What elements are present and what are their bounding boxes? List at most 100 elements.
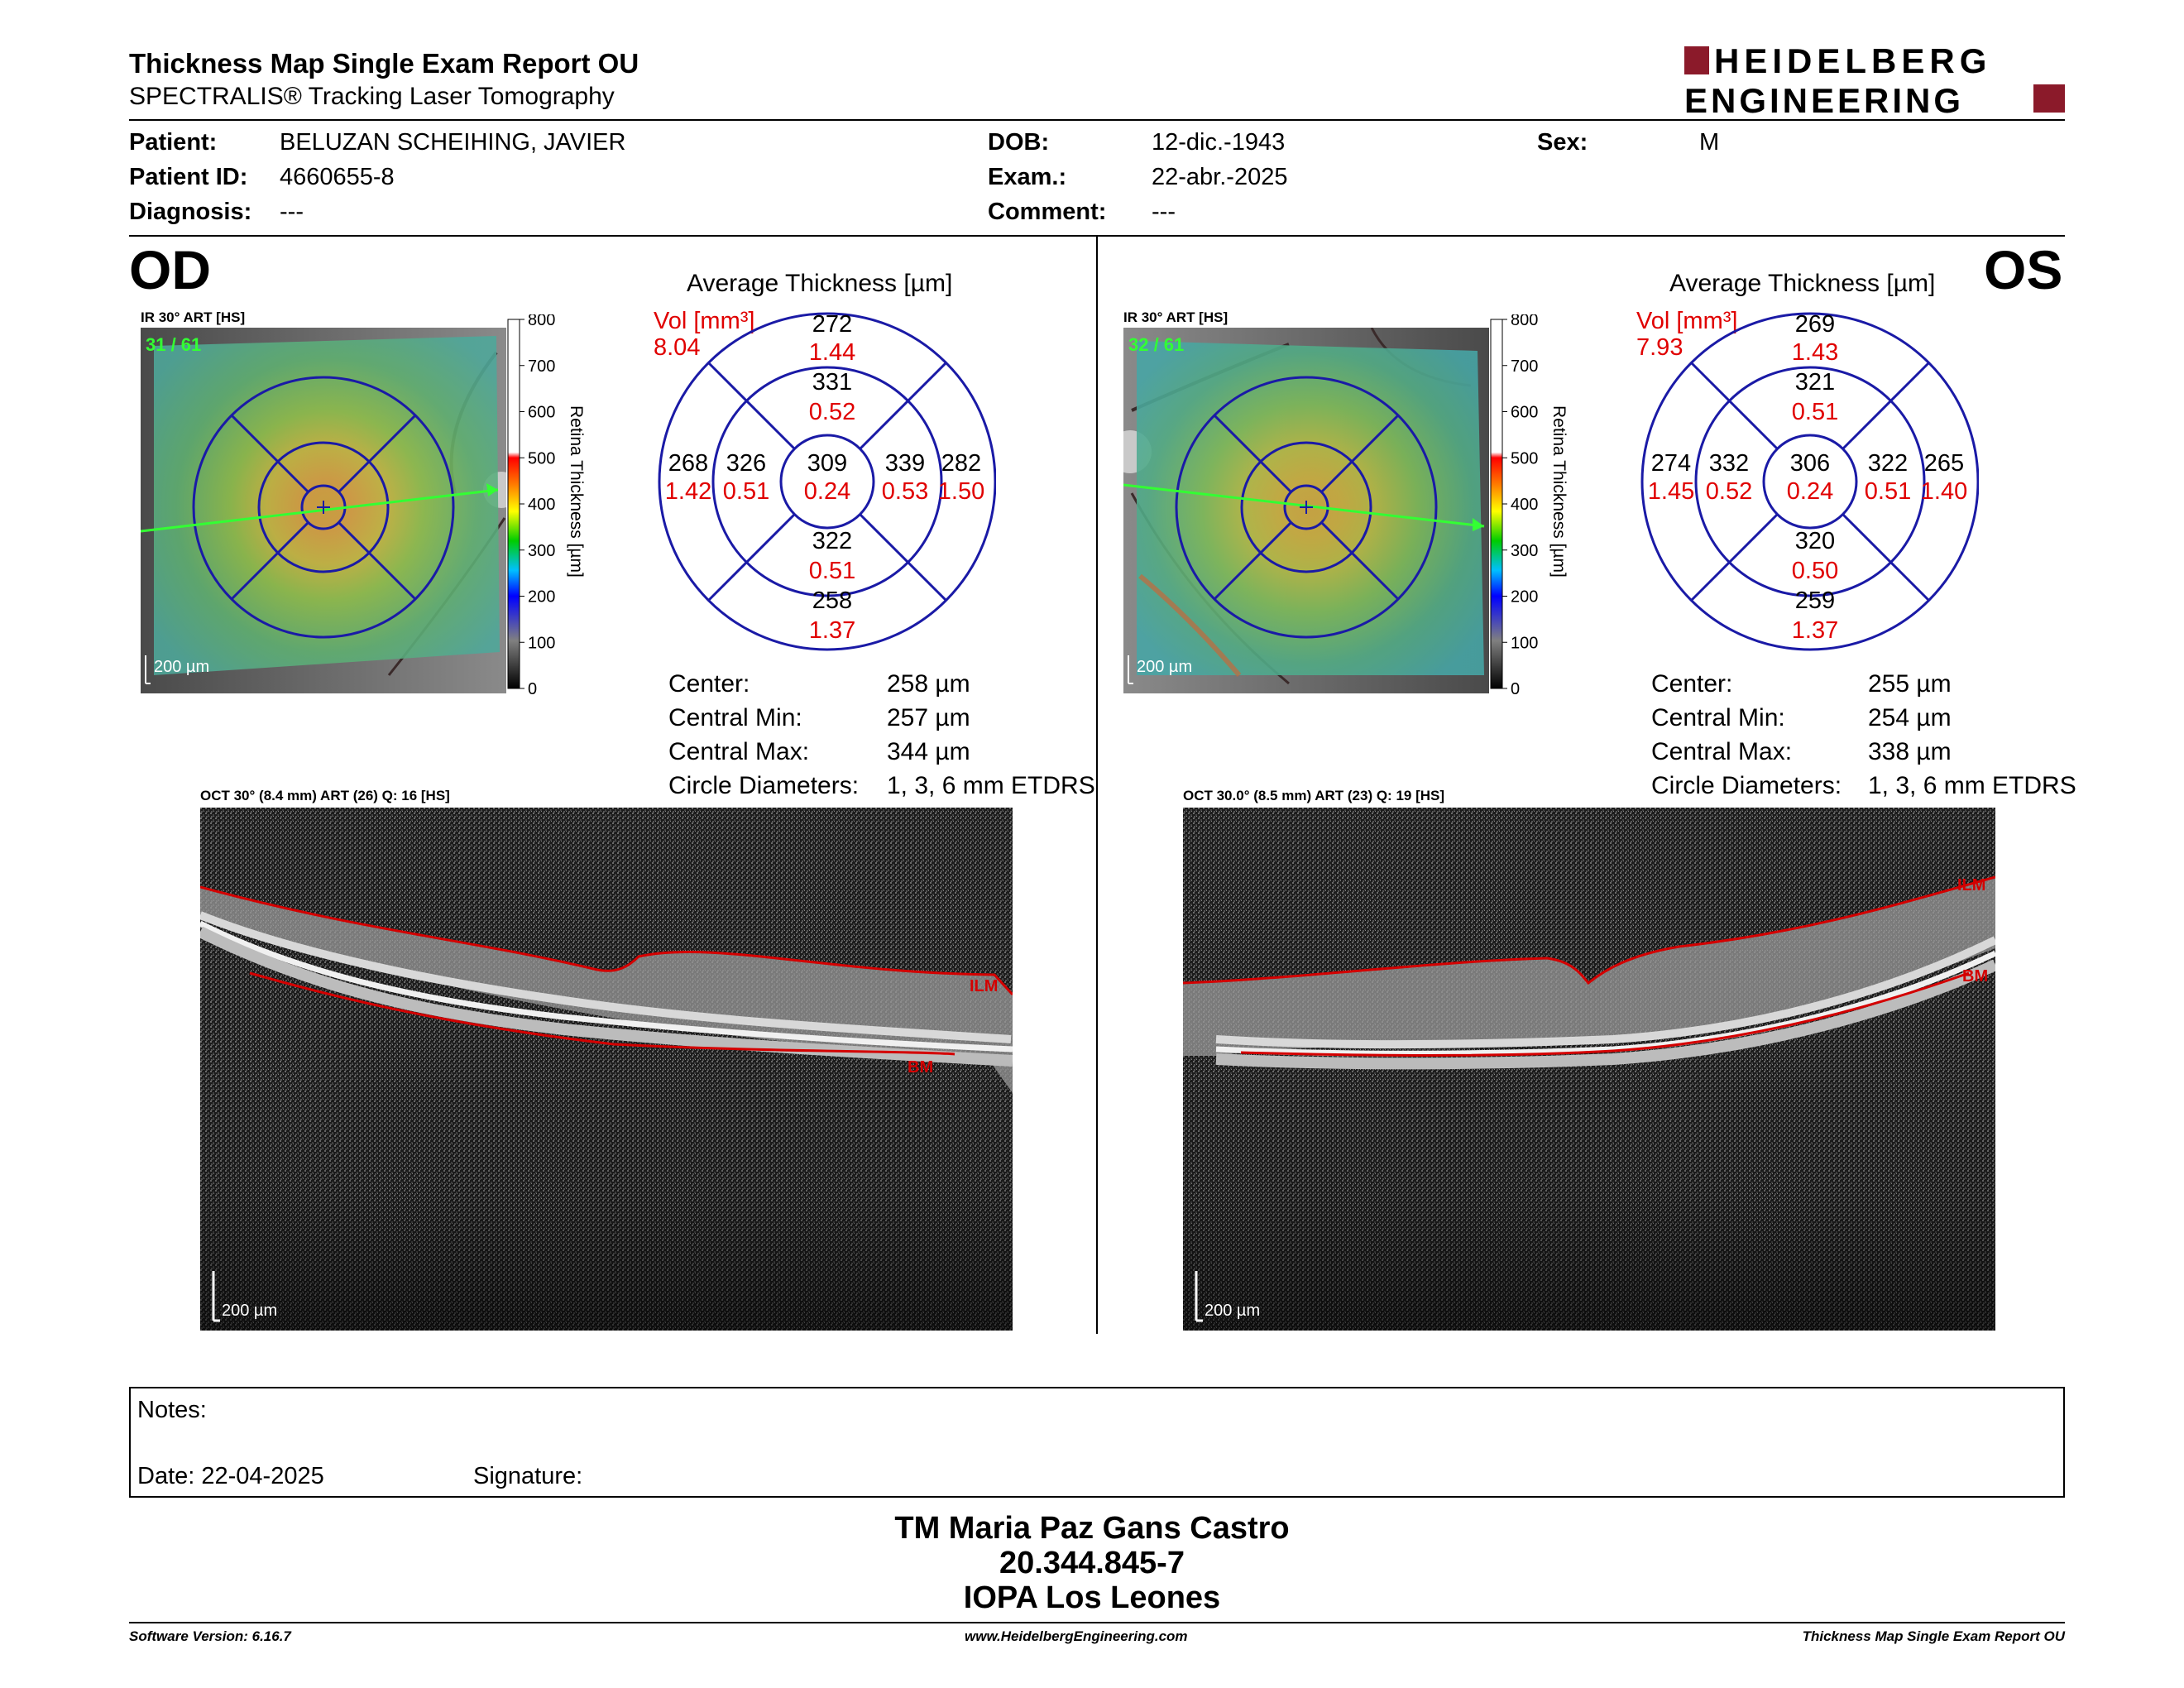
od-outer-sup-thickness: 272 — [812, 311, 853, 338]
od-ir-frames: 31 / 61 — [146, 334, 201, 355]
od-outer-right-volume: 1.50 — [937, 478, 985, 505]
os-inner-sup-volume: 0.51 — [1791, 399, 1839, 425]
od-colorbar-title: Retina Thickness [µm] — [567, 405, 586, 578]
os-colorbar-tick-label: 700 — [1511, 357, 1538, 376]
od-outer-inf-thickness: 258 — [812, 587, 853, 614]
os-inner-inf-volume: 0.50 — [1791, 558, 1839, 584]
os-center-thickness: 306 — [1789, 450, 1831, 477]
signature-label: Signature: — [473, 1463, 583, 1489]
os-oct-bscan: ILM BM 200 µm — [1182, 808, 1998, 1331]
os-colorbar-title: Retina Thickness [µm] — [1549, 405, 1569, 578]
od-colorbar-tick-label: 200 — [528, 588, 555, 607]
od-central-max-label: Central Max: — [668, 738, 810, 765]
od-central-min-label: Central Min: — [668, 704, 802, 731]
os-ilm-label: ILM — [1957, 876, 1985, 894]
notes-date: Date: 22-04-2025 — [137, 1463, 324, 1489]
os-center-label: Center: — [1651, 670, 1733, 698]
os-outer-sup-thickness: 269 — [1794, 311, 1836, 338]
od-oct-label: OCT 30° (8.4 mm) ART (26) Q: 16 [HS] — [200, 788, 450, 803]
website-link[interactable]: www.HeidelbergEngineering.com — [965, 1628, 1188, 1644]
os-colorbar-tick-label: 0 — [1511, 680, 1520, 695]
exam-label: Exam.: — [988, 164, 1067, 190]
patient-id-label: Patient ID: — [129, 164, 248, 190]
dob-label: DOB: — [988, 129, 1050, 156]
sex-label: Sex: — [1537, 129, 1588, 156]
signatory-org: IOPA Los Leones — [963, 1580, 1221, 1615]
od-outer-inf-volume: 1.37 — [808, 617, 856, 644]
os-outer-right-volume: 1.40 — [1920, 478, 1968, 505]
os-ir-thickness-map: 32 / 61 200 µm — [1109, 327, 1489, 693]
exam-value: 22-abr.-2025 — [1152, 164, 1288, 190]
comment-value: --- — [1152, 199, 1176, 225]
od-central-max-value: 344 µm — [887, 738, 970, 765]
od-inner-inf-volume: 0.51 — [808, 558, 856, 584]
od-colorbar-tick-label: 500 — [528, 449, 555, 468]
od-eye-label: OD — [129, 239, 211, 300]
os-center-volume: 0.24 — [1786, 478, 1834, 505]
od-bm-label: BM — [908, 1058, 933, 1077]
footer-divider — [129, 1622, 2065, 1623]
od-vol-value: 8.04 — [654, 334, 701, 361]
od-colorbar-tick-label: 400 — [528, 496, 555, 514]
notes-box: Notes: Date: 22-04-2025 Signature: — [129, 1387, 2065, 1498]
od-inner-sup-thickness: 331 — [812, 369, 853, 396]
od-ir-thickness-map: 31 / 61 200 µm — [140, 328, 520, 693]
os-eye-label: OS — [1984, 239, 2063, 300]
footer-report-name: Thickness Map Single Exam Report OU — [1802, 1628, 2065, 1644]
od-center-value: 258 µm — [887, 670, 970, 698]
signatory-id: 20.344.845-7 — [999, 1546, 1185, 1580]
od-average-thickness-panel: Average Thickness [µm] Vol [mm³] 8.04 27… — [644, 266, 996, 655]
logo-line-1: HEIDELBERG — [1714, 43, 1991, 80]
os-outer-inf-thickness: 259 — [1794, 587, 1836, 614]
header-divider — [129, 119, 2065, 121]
od-circle-label: Circle Diameters: — [668, 772, 860, 799]
os-bm-label: BM — [1962, 967, 1988, 985]
od-colorbar-tick-label: 800 — [528, 314, 555, 329]
comment-label: Comment: — [988, 199, 1107, 225]
os-average-thickness-panel: Average Thickness [µm] Vol [mm³] 7.93 26… — [1626, 266, 1979, 655]
od-inner-sup-volume: 0.52 — [808, 399, 856, 425]
os-inner-right-volume: 0.51 — [1864, 478, 1912, 505]
os-inner-left-thickness: 332 — [1708, 450, 1750, 477]
os-vol-value: 7.93 — [1636, 334, 1684, 361]
os-circle-value: 1, 3, 6 mm ETDRS — [1868, 772, 2076, 799]
os-circle-label: Circle Diameters: — [1651, 772, 1842, 799]
os-ir-scale: 200 µm — [1137, 658, 1192, 676]
od-colorbar: 800 700 600 500 400 300 200 100 0 — [506, 311, 606, 698]
od-center-volume: 0.24 — [803, 478, 851, 505]
od-colorbar-tick-label: 600 — [528, 404, 555, 422]
heidelberg-logo: HEIDELBERG ENGINEERING — [1684, 41, 2065, 120]
os-inner-left-volume: 0.52 — [1705, 478, 1753, 505]
od-ir-label: IR 30° ART [HS] — [141, 309, 246, 325]
od-colorbar-tick-label: 0 — [528, 680, 537, 695]
od-vol-label: Vol [mm³] — [654, 308, 755, 334]
os-inner-sup-thickness: 321 — [1794, 369, 1836, 396]
logo-line-2: ENGINEERING — [1684, 81, 1964, 117]
os-outer-left-thickness: 274 — [1650, 450, 1692, 477]
patient-id-value: 4660655-8 — [280, 164, 395, 190]
os-outer-sup-volume: 1.43 — [1791, 339, 1839, 366]
os-colorbar-ticks: 800 700 600 500 400 300 200 100 0 — [1502, 311, 1538, 698]
software-version: Software Version: 6.16.7 — [129, 1628, 291, 1644]
os-oct-scale: 200 µm — [1205, 1302, 1260, 1320]
od-etdrs-grid — [658, 312, 996, 651]
od-inner-left-thickness: 326 — [726, 450, 767, 477]
os-outer-right-thickness: 265 — [1923, 450, 1965, 477]
os-ir-label: IR 30° ART [HS] — [1123, 309, 1228, 325]
os-center-value: 255 µm — [1868, 670, 1952, 698]
od-colorbar-tick-label: 300 — [528, 542, 555, 560]
od-oct-scale: 200 µm — [222, 1302, 277, 1320]
os-colorbar-tick-label: 200 — [1511, 588, 1538, 607]
os-colorbar-tick-label: 600 — [1511, 404, 1538, 422]
od-outer-left-thickness: 268 — [668, 450, 709, 477]
report-title: Thickness Map Single Exam Report OU — [129, 48, 639, 79]
os-oct-label: OCT 30.0° (8.5 mm) ART (23) Q: 19 [HS] — [1183, 788, 1445, 803]
os-central-min-label: Central Min: — [1651, 704, 1785, 731]
os-colorbar: 800 700 600 500 400 300 200 100 0 — [1489, 311, 1588, 698]
os-colorbar-tick-label: 300 — [1511, 542, 1538, 560]
od-inner-right-volume: 0.53 — [881, 478, 929, 505]
notes-label: Notes: — [137, 1397, 207, 1423]
diagnosis-label: Diagnosis: — [129, 199, 252, 225]
patient-value: BELUZAN SCHEIHING, JAVIER — [280, 129, 626, 156]
os-avg-title: Average Thickness [µm] — [1669, 270, 1936, 297]
